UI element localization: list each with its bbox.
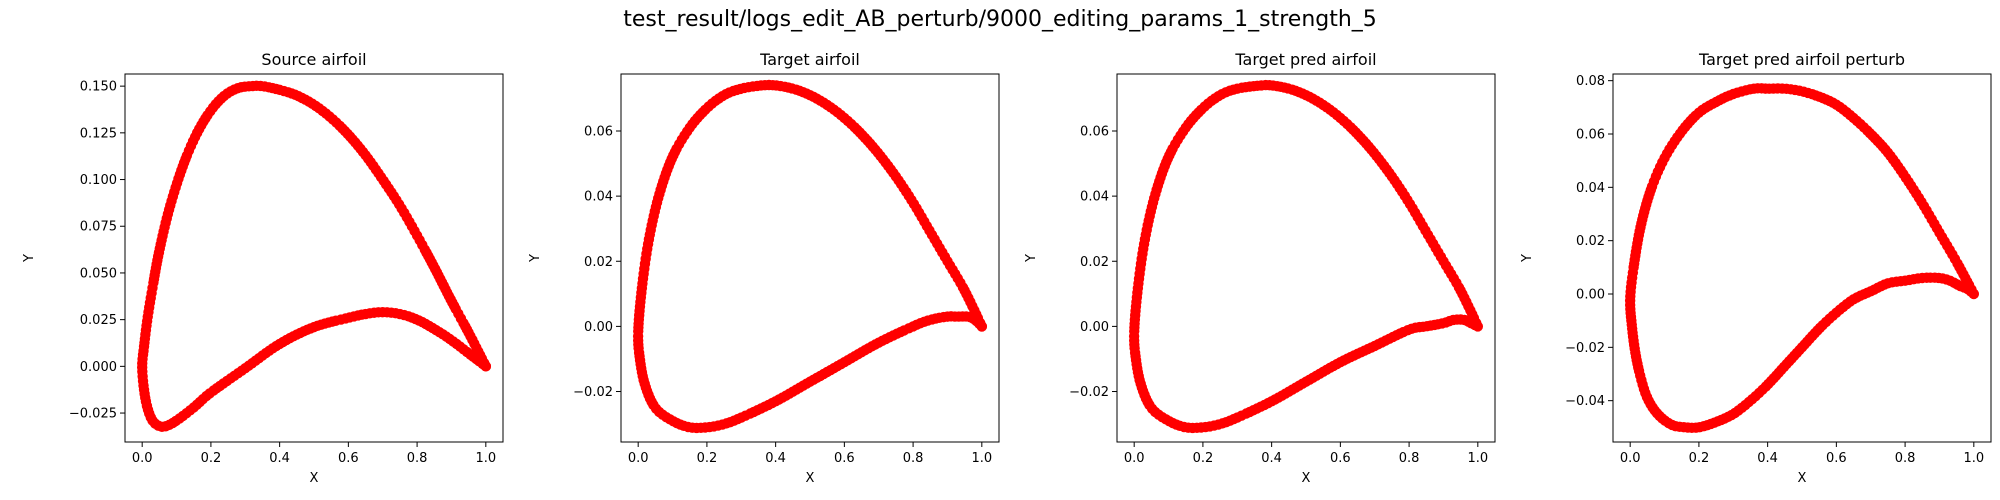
x-tick-label: 1.0 (971, 451, 992, 466)
y-tick-label: 0.06 (584, 124, 613, 139)
x-axis-label: X (1798, 471, 1807, 486)
y-axis-label: Y (1520, 254, 1535, 263)
y-tick-label: −0.025 (69, 407, 117, 422)
x-tick-label: 0.4 (765, 451, 786, 466)
y-axis-label: Y (22, 254, 37, 263)
subplot-title: Source airfoil (261, 50, 366, 69)
y-tick-label: 0.02 (584, 255, 613, 270)
subplot-1: Source airfoil 0.0 0.2 0.4 0.6 0.8 1.0 −0.025 0.… (22, 50, 504, 486)
x-tick-label: 0.4 (269, 451, 290, 466)
y-tick-label: 0.00 (584, 320, 613, 335)
x-tick-label: 0.4 (1757, 451, 1778, 466)
x-tick-label: 0.8 (1399, 451, 1420, 466)
x-tick-label: 0.2 (1193, 451, 1214, 466)
x-tick-label: 1.0 (1963, 451, 1984, 466)
data-points (1624, 83, 1980, 434)
y-axis-label: Y (528, 254, 543, 263)
x-tick-label: 0.6 (1330, 451, 1351, 466)
y-tick-label: 0.04 (1080, 190, 1109, 205)
x-tick-label: 0.2 (697, 451, 718, 466)
y-tick-label: 0.050 (80, 266, 117, 281)
x-tick-label: 0.4 (1261, 451, 1282, 466)
x-tick-label: 0.0 (628, 451, 649, 466)
y-tick-label: −0.02 (1565, 341, 1605, 356)
subplot-title: Target airfoil (759, 50, 860, 69)
x-tick-label: 0.2 (201, 451, 222, 466)
x-tick-label: 0.0 (1124, 451, 1145, 466)
data-points (632, 79, 988, 434)
y-tick-label: 0.00 (1080, 320, 1109, 335)
y-tick-label: −0.02 (573, 385, 613, 400)
y-tick-label: −0.02 (1069, 385, 1109, 400)
subplot-2: Target airfoil 0.0 0.2 0.4 0.6 0.8 1.0 −0.02 0.0… (528, 50, 1000, 486)
x-tick-label: 0.8 (1895, 451, 1916, 466)
y-tick-label: 0.075 (80, 220, 117, 235)
y-tick-label: 0.04 (1576, 181, 1605, 196)
subplot-3: Target pred airfoil 0.0 0.2 0.4 0.6 0.8 1.0 −0.… (1024, 50, 1496, 486)
y-tick-label: 0.06 (1080, 124, 1109, 139)
y-tick-label: 0.150 (80, 80, 117, 95)
axes-frame (124, 73, 504, 443)
y-tick-label: 0.08 (1576, 74, 1605, 89)
axes-frame (1116, 73, 1496, 443)
figure-title: test_result/logs_edit_AB_perturb/9000_ed… (623, 7, 1377, 32)
x-tick-label: 0.6 (338, 451, 359, 466)
data-point (1968, 288, 1979, 300)
axes-frame (620, 73, 1000, 443)
subplot-title: Target pred airfoil perturb (1698, 50, 1905, 69)
x-tick-label: 0.2 (1689, 451, 1710, 466)
axes-frame (1612, 73, 1992, 443)
y-tick-label: 0.02 (1576, 234, 1605, 249)
data-points (136, 80, 492, 432)
y-tick-label: 0.125 (80, 126, 117, 141)
x-tick-label: 0.6 (834, 451, 855, 466)
x-tick-label: 1.0 (1467, 451, 1488, 466)
y-tick-label: 0.04 (584, 190, 613, 205)
subplot-4: Target pred airfoil perturb 0.0 0.2 0.4 0.6 0… (1520, 50, 1992, 486)
y-tick-label: 0.06 (1576, 128, 1605, 143)
x-axis-label: X (310, 471, 319, 486)
x-tick-label: 0.8 (407, 451, 428, 466)
x-axis-label: X (806, 471, 815, 486)
y-tick-label: 0.02 (1080, 255, 1109, 270)
y-tick-label: 0.00 (1576, 288, 1605, 303)
data-point (1469, 319, 1481, 331)
y-tick-label: 0.000 (80, 360, 117, 375)
y-tick-label: 0.100 (80, 173, 117, 188)
x-tick-label: 0.0 (1620, 451, 1641, 466)
y-tick-label: 0.025 (80, 313, 117, 328)
x-axis-label: X (1302, 471, 1311, 486)
y-tick-label: −0.04 (1565, 394, 1605, 409)
x-tick-label: 0.8 (903, 451, 924, 466)
subplot-title: Target pred airfoil (1234, 50, 1376, 69)
data-point (480, 361, 492, 372)
x-tick-label: 0.0 (132, 451, 153, 466)
x-tick-label: 1.0 (475, 451, 496, 466)
y-axis-label: Y (1024, 254, 1039, 263)
data-points (1128, 79, 1484, 434)
x-tick-label: 0.6 (1826, 451, 1847, 466)
data-point (976, 321, 988, 332)
